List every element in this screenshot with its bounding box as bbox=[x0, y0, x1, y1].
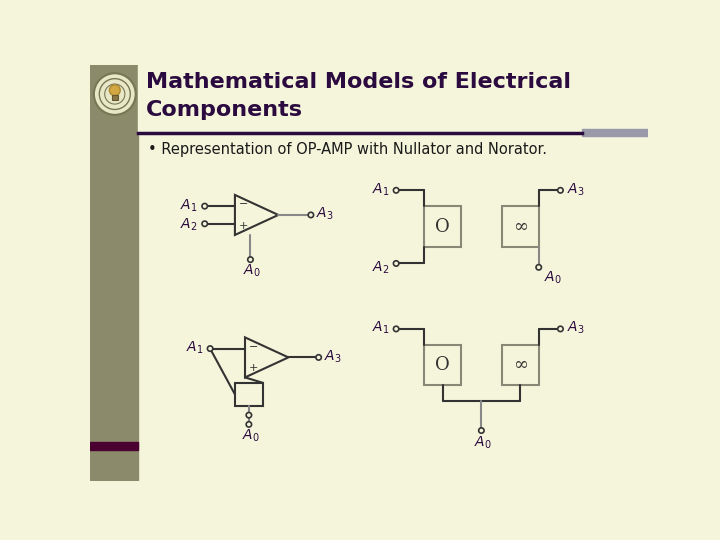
Circle shape bbox=[248, 257, 253, 262]
Text: −: − bbox=[249, 342, 258, 352]
Text: +: + bbox=[239, 221, 248, 231]
Circle shape bbox=[246, 413, 251, 418]
Circle shape bbox=[558, 326, 563, 332]
Text: Mathematical Models of Electrical: Mathematical Models of Electrical bbox=[145, 72, 571, 92]
Bar bbox=[424, 206, 462, 247]
Text: $A_0$: $A_0$ bbox=[242, 428, 259, 444]
Text: $A_0$: $A_0$ bbox=[474, 435, 492, 451]
Bar bbox=[112, 95, 118, 100]
Text: $A_1$: $A_1$ bbox=[186, 340, 203, 356]
Text: $A_1$: $A_1$ bbox=[372, 320, 390, 336]
Circle shape bbox=[393, 326, 399, 332]
Circle shape bbox=[109, 85, 120, 96]
Bar bbox=[138, 65, 648, 134]
Text: • Representation of OP-AMP with Nullator and Norator.: • Representation of OP-AMP with Nullator… bbox=[148, 142, 547, 157]
Text: $A_3$: $A_3$ bbox=[567, 320, 585, 336]
Circle shape bbox=[558, 187, 563, 193]
Text: $A_1$: $A_1$ bbox=[372, 181, 390, 198]
Text: $A_3$: $A_3$ bbox=[324, 348, 341, 365]
Text: $A_2$: $A_2$ bbox=[181, 217, 198, 233]
Bar bbox=[502, 206, 539, 247]
Text: ∞: ∞ bbox=[513, 218, 528, 235]
Circle shape bbox=[308, 212, 314, 218]
Text: O: O bbox=[436, 218, 450, 235]
Text: ∞: ∞ bbox=[513, 356, 528, 374]
Bar bbox=[90, 442, 138, 450]
Text: $A_3$: $A_3$ bbox=[316, 206, 333, 222]
Circle shape bbox=[202, 204, 207, 209]
Bar bbox=[582, 129, 648, 137]
Text: $A_0$: $A_0$ bbox=[243, 263, 261, 279]
Bar bbox=[502, 345, 539, 385]
Circle shape bbox=[316, 355, 321, 360]
Circle shape bbox=[536, 265, 541, 270]
Bar bbox=[424, 345, 462, 385]
Bar bbox=[235, 383, 263, 406]
Text: $A_0$: $A_0$ bbox=[544, 270, 562, 286]
Circle shape bbox=[202, 221, 207, 226]
Circle shape bbox=[207, 346, 213, 352]
Circle shape bbox=[246, 422, 251, 427]
Text: $A_1$: $A_1$ bbox=[181, 197, 198, 214]
Text: O: O bbox=[436, 356, 450, 374]
Circle shape bbox=[393, 187, 399, 193]
Text: Components: Components bbox=[145, 100, 303, 120]
Text: −: − bbox=[239, 199, 248, 209]
Text: $A_3$: $A_3$ bbox=[567, 181, 585, 198]
Text: +: + bbox=[249, 363, 258, 373]
Text: $A_2$: $A_2$ bbox=[372, 259, 390, 275]
Circle shape bbox=[393, 261, 399, 266]
Circle shape bbox=[94, 73, 136, 115]
Bar bbox=[90, 65, 138, 481]
Circle shape bbox=[479, 428, 484, 433]
